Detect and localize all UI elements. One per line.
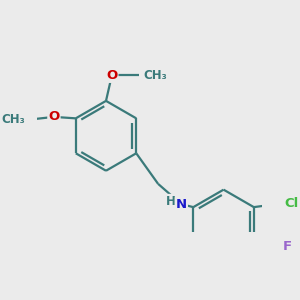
- Text: F: F: [283, 240, 292, 253]
- Text: O: O: [48, 110, 59, 123]
- Text: N: N: [176, 198, 187, 211]
- Text: Cl: Cl: [284, 197, 298, 210]
- Text: H: H: [166, 195, 176, 208]
- Text: CH₃: CH₃: [1, 113, 25, 126]
- Text: O: O: [106, 69, 117, 82]
- Text: CH₃: CH₃: [143, 69, 167, 82]
